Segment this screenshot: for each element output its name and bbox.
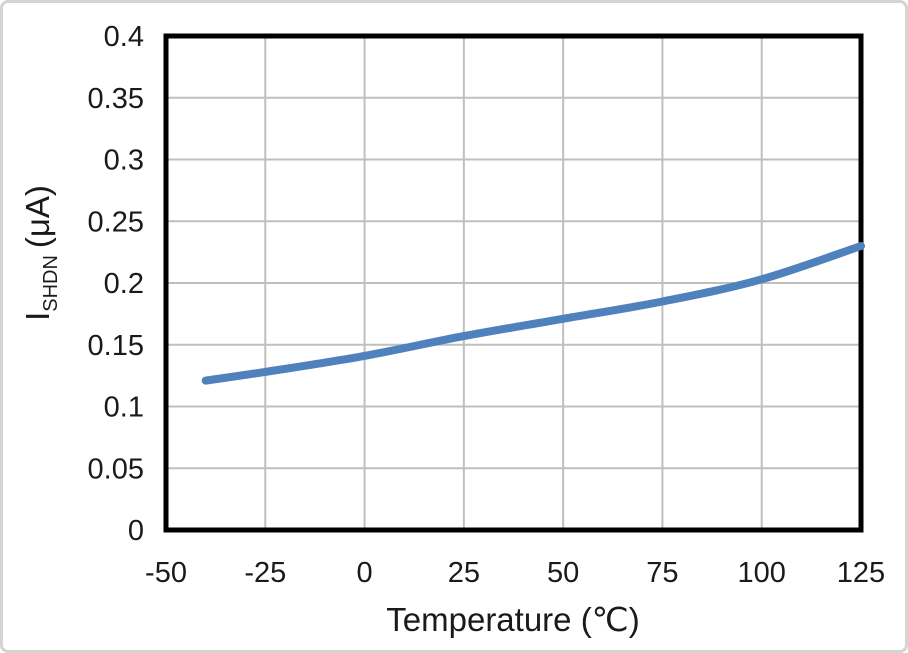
y-tick-label: 0.4: [104, 21, 144, 53]
series-line: [201, 242, 865, 385]
y-tick-label: 0.2: [104, 268, 144, 300]
y-axis-title-subscript: SHDN: [40, 255, 62, 312]
y-axis-title: ISHDN (μA): [19, 185, 62, 321]
y-tick-label: 0.15: [88, 330, 144, 362]
x-tick-label: 25: [448, 557, 480, 589]
y-tick-label: 0: [128, 515, 144, 547]
x-tick-label: 50: [547, 557, 579, 589]
x-tick-label: -25: [244, 557, 286, 589]
y-tick-label: 0.1: [104, 392, 144, 424]
y-tick-label: 0.05: [88, 453, 144, 485]
y-tick-label: 0.3: [104, 145, 144, 177]
line-chart: -50 -25 0 25 50 75 100 125 00.050.10.150.20.250…: [19, 21, 885, 638]
y-axis-title-symbol: I: [19, 312, 56, 321]
x-tick-label: 75: [646, 557, 678, 589]
plot-frame: [163, 33, 864, 533]
x-tick-label: 125: [837, 557, 885, 589]
x-axis-title: Temperature (℃): [386, 601, 639, 638]
x-tick-label: -50: [145, 557, 187, 589]
y-tick-label: 0.25: [88, 206, 144, 238]
y-axis-title-unit: (μA): [19, 185, 56, 248]
x-tick-label: 100: [738, 557, 786, 589]
y-tick-labels: 0 0.05 0.1 0.15 0.2 0.25 0.3 0.35 0.4: [88, 21, 144, 547]
y-tick-label: 0.35: [88, 83, 144, 115]
x-tick-labels: -50 -25 0 25 50 75 100 125: [145, 557, 885, 589]
x-tick-label: 0: [357, 557, 373, 589]
